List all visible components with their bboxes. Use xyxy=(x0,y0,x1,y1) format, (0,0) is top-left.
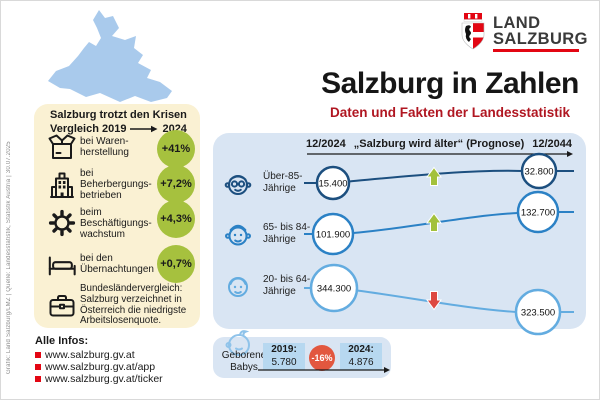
crisis-value-badge: +41% xyxy=(157,130,195,168)
red-square-bullet xyxy=(35,364,41,370)
crisis-item-label: bei den Übernachtungen xyxy=(80,253,154,275)
crisis-value-badge: +0,7% xyxy=(157,245,195,283)
land-salzburg-crest-icon xyxy=(461,13,485,50)
babies-2024-value: 4.876 xyxy=(348,356,374,368)
crisis-item-label: bei Beherbergungs- betrieben xyxy=(80,168,152,201)
logo-line1: LAND xyxy=(493,14,541,32)
value-2024-65-84: 101.900 xyxy=(316,230,350,241)
trend-up-arrow-icon xyxy=(426,212,442,232)
value-2024-20-64: 344.300 xyxy=(317,284,351,295)
value-circle-2044-over-85 xyxy=(520,152,558,190)
trend-up-arrow-icon xyxy=(426,166,442,186)
crisis-value-badge: +7,2% xyxy=(157,165,195,203)
briefcase-icon xyxy=(49,295,75,317)
link-salzburg-gv-at-app[interactable]: www.salzburg.gv.at/app xyxy=(35,361,155,373)
value-circle-2024-20-64 xyxy=(309,263,359,313)
page-title: Salzburg in Zahlen xyxy=(321,67,579,100)
babies-2024-label: 2024: xyxy=(348,344,374,355)
age-group-label: 20- bis 64- Jährige xyxy=(263,274,311,297)
senior-face-icon xyxy=(225,224,252,246)
babies-2019-label: 2019: xyxy=(271,344,297,355)
babies-2019-value: 5.780 xyxy=(271,356,297,368)
link-salzburg-gv-at[interactable]: www.salzburg.gv.at xyxy=(35,349,135,361)
red-square-bullet xyxy=(35,352,41,358)
babies-timeline-arrow xyxy=(258,367,390,373)
elderly-face-glasses-icon xyxy=(224,175,252,195)
logo-red-underline xyxy=(493,49,579,52)
baby-face-icon xyxy=(225,330,250,356)
value-circle-2044-20-64 xyxy=(514,288,562,336)
prognosis-title: „Salzburg wird älter“ (Prognose) xyxy=(353,138,525,150)
crisis-item-label: beim Beschäftigungs- wachstum xyxy=(80,207,152,240)
timeline-arrow xyxy=(307,151,573,157)
value-2024-over-85: 15.400 xyxy=(318,179,347,190)
red-square-bullet xyxy=(35,376,41,382)
babies-label: Geborene Babys xyxy=(221,350,267,373)
age-group-label: 65- bis 84- Jährige xyxy=(263,222,311,245)
prognosis-slope-chart: 15.400 32.800 101.900 132.700 344.30 xyxy=(304,152,574,336)
link-salzburg-gv-at-ticker[interactable]: www.salzburg.gv.at/ticker xyxy=(35,373,163,385)
compare-prefix: Vergleich 2019 xyxy=(50,123,127,135)
value-2044-20-64: 323.500 xyxy=(521,308,555,319)
prognosis-panel: 12/2024 „Salzburg wird älter“ (Prognose)… xyxy=(213,133,586,336)
bed-icon xyxy=(48,256,76,276)
value-2044-65-84: 132.700 xyxy=(521,208,555,219)
land-salzburg-wordmark: LAND SALZBURG xyxy=(493,14,588,48)
value-circle-2024-over-85 xyxy=(315,165,351,201)
babies-2019-box: 2019: 5.780 xyxy=(263,343,305,370)
logo-line2: SALZBURG xyxy=(493,29,588,48)
babies-box: Geborene Babys 2019: 5.780 -16% 2024: 4.… xyxy=(213,330,391,378)
page-subtitle: Daten und Fakten der Landesstatistik xyxy=(329,105,571,120)
crisis-item-label: bei Waren- herstellung xyxy=(80,136,129,158)
prognosis-header: 12/2024 „Salzburg wird älter“ (Prognose)… xyxy=(306,138,572,150)
package-icon xyxy=(48,134,76,159)
crisis-note: Bundesländervergleich: Salzburg verzeich… xyxy=(80,283,187,327)
trend-down-arrow-icon xyxy=(426,291,442,311)
salzburg-map xyxy=(48,10,172,102)
adult-face-icon xyxy=(228,277,248,297)
title-block: Salzburg in Zahlen Daten und Fakten der … xyxy=(301,67,599,120)
crisis-comparison-box: Salzburg trotzt den Krisen Vergleich 201… xyxy=(34,104,200,328)
credit-line: Grafik: Land Salzburg/LMZ | Quelle: Land… xyxy=(6,141,12,375)
long-right-arrow-icon xyxy=(130,125,158,133)
value-circle-2044-65-84 xyxy=(516,190,560,234)
gear-icon xyxy=(48,209,76,237)
babies-change-badge: -16% xyxy=(309,345,335,371)
prognosis-start-date: 12/2024 xyxy=(306,138,346,150)
prognosis-end-date: 12/2044 xyxy=(532,138,572,150)
crisis-compare-line: Vergleich 2019 2024 xyxy=(50,123,187,135)
hotel-building-icon xyxy=(50,172,74,198)
age-group-label: Über-85- Jährige xyxy=(263,171,303,194)
value-2044-over-85: 32.800 xyxy=(524,167,553,178)
infos-title: Alle Infos: xyxy=(35,335,89,347)
babies-2024-box: 2024: 4.876 xyxy=(340,343,382,370)
value-circle-2024-65-84 xyxy=(311,212,355,256)
crisis-box-title: Salzburg trotzt den Krisen xyxy=(50,109,187,121)
crisis-value-badge: +4,3% xyxy=(157,200,195,238)
